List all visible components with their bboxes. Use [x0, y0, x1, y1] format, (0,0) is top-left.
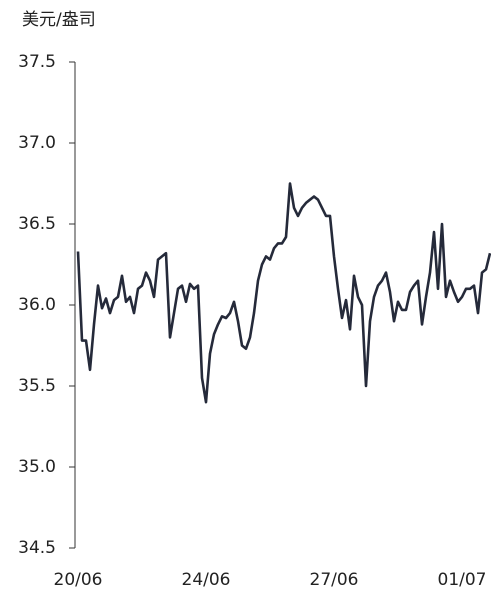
y-tick-label: 36.0: [18, 295, 56, 315]
x-tick-label: 27/06: [310, 570, 359, 590]
y-tick-label: 37.5: [18, 52, 56, 72]
price-line: [76, 182, 491, 404]
y-tick-label: 35.0: [18, 457, 56, 477]
x-tick-label: 01/07: [438, 570, 487, 590]
y-axis-label: 美元/盎司: [22, 10, 96, 30]
y-tick-label: 34.5: [18, 538, 56, 558]
y-tick-label: 36.5: [18, 214, 56, 234]
y-tick-label: 37.0: [18, 133, 56, 153]
x-tick-label: 20/06: [54, 570, 103, 590]
x-tick-label: 24/06: [182, 570, 231, 590]
y-tick-label: 35.5: [18, 376, 56, 396]
